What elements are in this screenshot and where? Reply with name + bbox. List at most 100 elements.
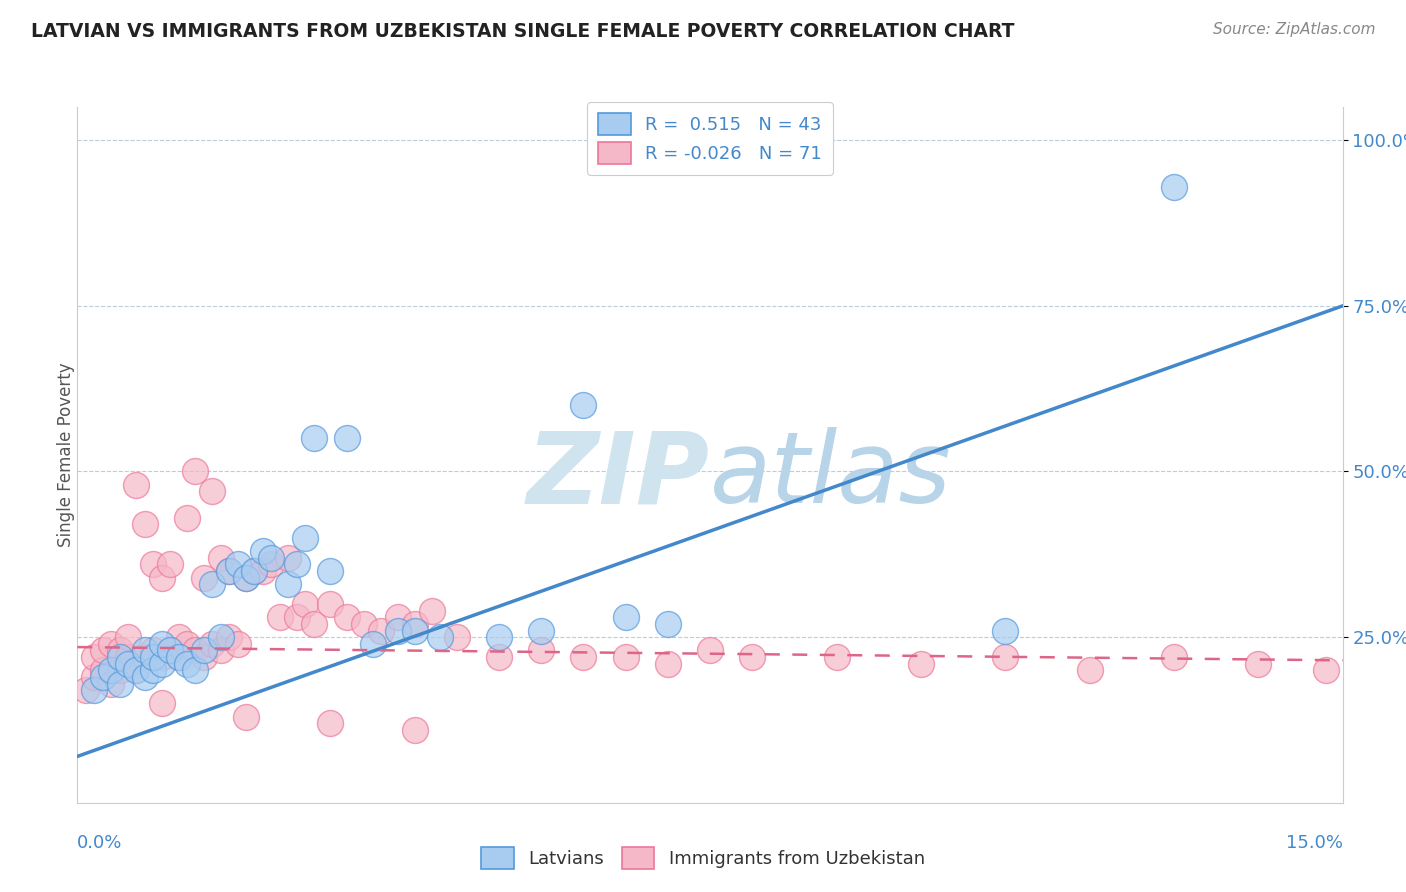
Point bbox=[201, 577, 224, 591]
Legend: Latvians, Immigrants from Uzbekistan: Latvians, Immigrants from Uzbekistan bbox=[472, 838, 934, 879]
Point bbox=[387, 624, 409, 638]
Point bbox=[910, 657, 932, 671]
Point bbox=[134, 670, 156, 684]
Point bbox=[83, 650, 105, 665]
Point bbox=[260, 558, 283, 572]
Point bbox=[167, 630, 190, 644]
Point bbox=[218, 630, 240, 644]
Point bbox=[235, 570, 257, 584]
Text: atlas: atlas bbox=[710, 427, 952, 524]
Point bbox=[387, 610, 409, 624]
Point bbox=[404, 723, 426, 737]
Point bbox=[218, 564, 240, 578]
Point bbox=[488, 650, 510, 665]
Point bbox=[530, 624, 553, 638]
Point bbox=[108, 643, 131, 657]
Point bbox=[100, 663, 122, 677]
Point bbox=[277, 550, 299, 565]
Point bbox=[125, 663, 148, 677]
Point bbox=[226, 637, 249, 651]
Point bbox=[209, 550, 232, 565]
Point bbox=[319, 597, 342, 611]
Point bbox=[193, 570, 215, 584]
Point bbox=[1078, 663, 1101, 677]
Point bbox=[91, 663, 114, 677]
Legend: R =  0.515   N = 43, R = -0.026   N = 71: R = 0.515 N = 43, R = -0.026 N = 71 bbox=[588, 103, 832, 175]
Point bbox=[277, 577, 299, 591]
Point bbox=[83, 683, 105, 698]
Point bbox=[167, 650, 190, 665]
Point bbox=[100, 676, 122, 690]
Point bbox=[741, 650, 763, 665]
Point bbox=[167, 650, 190, 665]
Point bbox=[252, 564, 274, 578]
Point bbox=[994, 624, 1017, 638]
Text: 0.0%: 0.0% bbox=[77, 834, 122, 852]
Point bbox=[184, 663, 207, 677]
Point bbox=[176, 657, 198, 671]
Point bbox=[134, 517, 156, 532]
Point bbox=[125, 477, 148, 491]
Point bbox=[142, 643, 165, 657]
Point bbox=[1247, 657, 1270, 671]
Point bbox=[176, 511, 198, 525]
Point bbox=[488, 630, 510, 644]
Y-axis label: Single Female Poverty: Single Female Poverty bbox=[58, 363, 75, 547]
Point bbox=[530, 643, 553, 657]
Text: Source: ZipAtlas.com: Source: ZipAtlas.com bbox=[1212, 22, 1375, 37]
Point bbox=[260, 550, 283, 565]
Point bbox=[159, 643, 181, 657]
Point bbox=[285, 610, 308, 624]
Point bbox=[108, 650, 131, 665]
Point bbox=[150, 657, 173, 671]
Point bbox=[370, 624, 392, 638]
Point bbox=[336, 610, 359, 624]
Point bbox=[252, 544, 274, 558]
Point bbox=[994, 650, 1017, 665]
Point bbox=[614, 610, 637, 624]
Point bbox=[142, 650, 165, 665]
Point bbox=[201, 484, 224, 499]
Point bbox=[159, 643, 181, 657]
Point bbox=[353, 616, 375, 631]
Point bbox=[150, 570, 173, 584]
Point bbox=[243, 564, 266, 578]
Point bbox=[176, 637, 198, 651]
Point bbox=[319, 564, 342, 578]
Point bbox=[429, 630, 451, 644]
Point bbox=[159, 558, 181, 572]
Point bbox=[201, 637, 224, 651]
Point bbox=[269, 610, 291, 624]
Point bbox=[134, 650, 156, 665]
Point bbox=[825, 650, 848, 665]
Point bbox=[302, 616, 325, 631]
Point bbox=[1163, 650, 1185, 665]
Point bbox=[142, 558, 165, 572]
Point bbox=[336, 431, 359, 445]
Point bbox=[294, 531, 316, 545]
Point bbox=[657, 616, 679, 631]
Point bbox=[125, 663, 148, 677]
Point bbox=[142, 663, 165, 677]
Point bbox=[294, 597, 316, 611]
Point bbox=[193, 643, 215, 657]
Point bbox=[209, 643, 232, 657]
Point bbox=[285, 558, 308, 572]
Point bbox=[420, 604, 443, 618]
Point bbox=[108, 676, 131, 690]
Point bbox=[614, 650, 637, 665]
Point bbox=[657, 657, 679, 671]
Point bbox=[209, 630, 232, 644]
Point bbox=[150, 650, 173, 665]
Point bbox=[117, 650, 139, 665]
Point bbox=[117, 657, 139, 671]
Point bbox=[75, 683, 97, 698]
Point bbox=[91, 643, 114, 657]
Point bbox=[404, 616, 426, 631]
Point bbox=[193, 650, 215, 665]
Point bbox=[1315, 663, 1337, 677]
Point bbox=[446, 630, 468, 644]
Text: LATVIAN VS IMMIGRANTS FROM UZBEKISTAN SINGLE FEMALE POVERTY CORRELATION CHART: LATVIAN VS IMMIGRANTS FROM UZBEKISTAN SI… bbox=[31, 22, 1015, 41]
Point bbox=[404, 624, 426, 638]
Point bbox=[134, 643, 156, 657]
